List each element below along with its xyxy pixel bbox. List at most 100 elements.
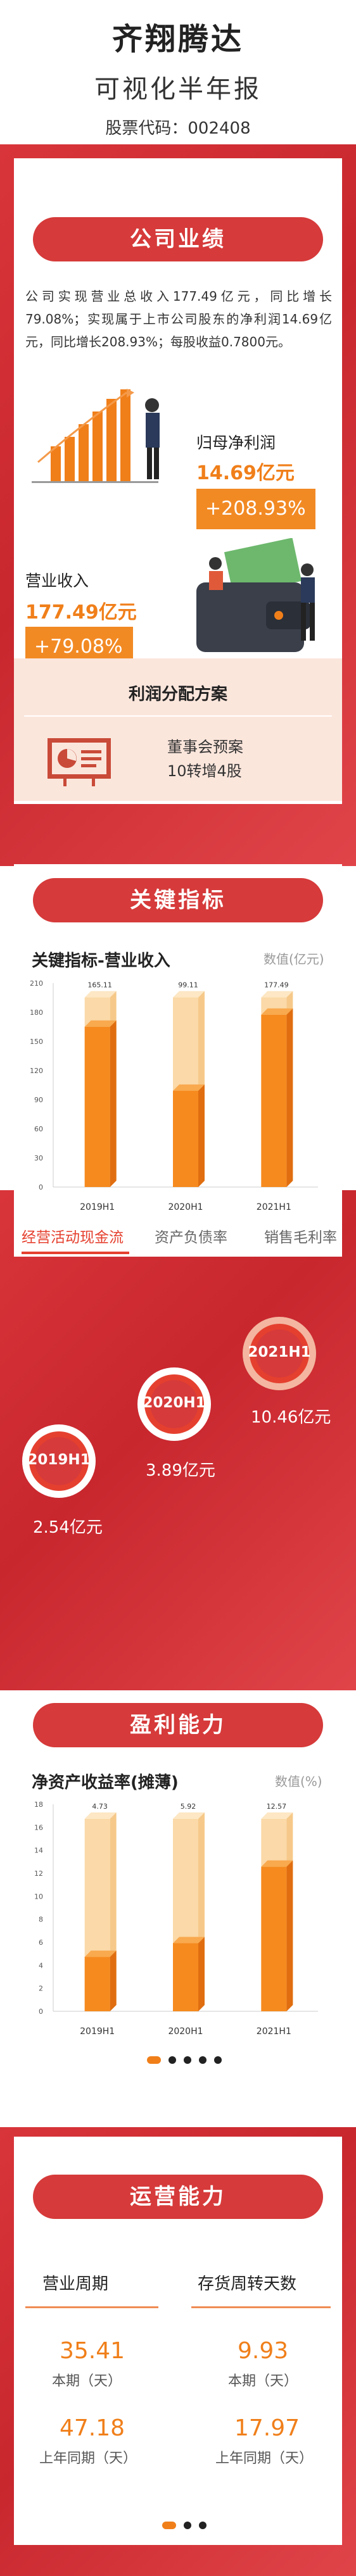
data-label-2021H1: 177.49 [264, 981, 289, 990]
roe-chart-unit: 数值(%) [275, 1774, 322, 1789]
data-label-2020H1: 5.92 [181, 1802, 196, 1811]
tab-gross-margin[interactable]: 销售毛利率 [264, 1229, 337, 1246]
bar-top-2019H1 [84, 1020, 117, 1027]
bar-side-2019H1 [110, 1020, 117, 1187]
inventory-days-heading: 存货周转天数 [198, 2275, 297, 2294]
x-tick-label: 2021H1 [257, 2026, 291, 2037]
carousel-dot-4[interactable] [199, 2056, 207, 2064]
net-profit-label: 归母净利润 [196, 434, 276, 452]
profit-distribution-box: 利润分配方案 董事会预案 10转增4股 [14, 658, 342, 801]
operations-dot-1[interactable] [162, 2522, 176, 2529]
revenue-chart-unit: 数值(亿元) [264, 952, 324, 967]
y-tick-label: 30 [34, 1154, 43, 1162]
carousel-dot-2[interactable] [168, 2056, 176, 2064]
bar-top-2020H1 [173, 1937, 205, 1944]
carousel-dot-3[interactable] [184, 2056, 191, 2064]
tab-cash-flow[interactable]: 经营活动现金流 [22, 1229, 124, 1246]
operating-cycle-current-label: 本期（天） [52, 2373, 122, 2389]
bar-2020H1 [173, 1943, 198, 2011]
x-tick-label: 2020H1 [168, 1202, 203, 1212]
roe-bar-chart: 0 2 4 6 8 10 12 14 16 18 4.73 2019H1 5.92 2020H1 12.57… [34, 1800, 318, 2037]
bar-background-top [261, 991, 293, 998]
bar-background-top [84, 991, 117, 998]
y-tick-label: 10 [34, 1892, 43, 1901]
cashflow-circle-2021: 2021H1 [239, 1314, 319, 1393]
cashflow-value-2020: 3.89亿元 [146, 1461, 215, 1480]
revenue-label: 营业收入 [25, 572, 89, 590]
revenue-bar-chart: 0 30 60 90 120 150 180 210 165.11 2019H1 99.11 2020… [30, 979, 318, 1212]
inventory-days-last-year: 17.97 [234, 2415, 300, 2441]
y-tick-label: 4 [39, 1961, 43, 1970]
carousel-dot-1[interactable] [147, 2056, 161, 2064]
y-tick-label: 12 [34, 1869, 43, 1878]
bar-2019H1 [84, 1957, 110, 2011]
data-label-2019H1: 165.11 [87, 981, 112, 990]
revenue-chart-title: 关键指标-营业收入 [32, 952, 170, 971]
y-tick-label: 0 [39, 1183, 43, 1191]
operations-dot-2[interactable] [184, 2522, 191, 2529]
operating-cycle-last-year: 47.18 [60, 2415, 125, 2441]
y-tick-label: 180 [30, 1008, 43, 1017]
section-title-performance: 公司业绩 [33, 217, 323, 261]
bar-2019H1 [84, 1026, 110, 1187]
y-tick-label: 6 [39, 1938, 43, 1947]
bar-background-top [261, 1812, 293, 1819]
bar-side-2020H1 [198, 1937, 205, 2011]
bar-side-2020H1 [198, 1084, 205, 1187]
section-title-operations: 运营能力 [33, 2175, 323, 2219]
operating-cycle-underline [25, 2306, 158, 2308]
inventory-days-last-year-label: 上年同期（天） [215, 2451, 314, 2466]
cashflow-period-2019: 2019H1 [27, 1452, 91, 1468]
y-tick-label: 18 [34, 1800, 43, 1809]
data-label-2021H1: 12.57 [267, 1802, 287, 1811]
bar-top-2021H1 [261, 1008, 293, 1015]
bar-top-2020H1 [173, 1084, 205, 1091]
cashflow-period-2021: 2021H1 [248, 1344, 311, 1360]
bar-side-2021H1 [286, 1860, 293, 2011]
y-tick-label: 150 [30, 1038, 43, 1046]
cashflow-circle-2020: 2020H1 [134, 1364, 214, 1444]
bar-background-top [173, 991, 205, 998]
operating-cycle-last-year-label: 上年同期（天） [39, 2451, 137, 2466]
indicator-tabs: 经营活动现金流 资产负债率 销售毛利率 [14, 1219, 342, 1257]
y-tick-label: 120 [30, 1067, 43, 1075]
report-subtitle: 可视化半年报 [94, 75, 262, 104]
tab-debt-ratio[interactable]: 资产负债率 [155, 1229, 227, 1246]
y-tick-label: 2 [39, 1985, 43, 1993]
bar-background-top [84, 1812, 117, 1819]
operations-carousel-dots [158, 2520, 210, 2532]
report-header: 齐翔腾达 可视化半年报 股票代码：002408 [0, 0, 356, 152]
roe-chart-title: 净资产收益率(摊薄) [32, 1773, 179, 1792]
bar-2020H1 [173, 1091, 198, 1187]
distribution-divider [24, 715, 332, 717]
bar-side-2019H1 [110, 1951, 117, 2011]
performance-summary: 公司实现营业总收入177.49亿元，同比增长79.08%；实现属于上市公司股东的… [25, 289, 332, 349]
bar-2021H1 [261, 1014, 287, 1187]
section-title-profitability: 盈利能力 [33, 1703, 323, 1747]
stock-code: 股票代码：002408 [105, 119, 251, 138]
x-tick-label: 2019H1 [80, 2026, 115, 2037]
operations-dot-3[interactable] [199, 2522, 207, 2529]
y-tick-label: 0 [39, 2007, 43, 2016]
presentation-board-icon [48, 738, 111, 786]
revenue-value: 177.49亿元 [25, 601, 137, 624]
operations-card: 运营能力 营业周期 存货周转天数 35.41 本期（天） 9.93 本期（天） … [14, 2137, 342, 2545]
cashflow-value-2019: 2.54亿元 [33, 1518, 103, 1537]
cashflow-circle-2019: 2019H1 [19, 1421, 99, 1501]
distribution-plan-value: 10转增4股 [167, 762, 242, 780]
carousel-dot-5[interactable] [214, 2056, 222, 2064]
bar-background-top [173, 1812, 205, 1819]
distribution-plan-label: 董事会预案 [167, 738, 243, 756]
bar-side-2021H1 [286, 1008, 293, 1187]
section-title-key-indicators: 关键指标 [33, 878, 323, 922]
bar-2021H1 [261, 1866, 287, 2011]
distribution-title: 利润分配方案 [128, 685, 227, 704]
x-tick-label: 2019H1 [80, 1202, 115, 1212]
profitability-card: 盈利能力 净资产收益率(摊薄) 数值(%) 0 2 4 6 8 10 12 14 16 18 4.7… [14, 1690, 342, 2127]
y-tick-label: 16 [34, 1823, 43, 1831]
operating-cycle-current: 35.41 [60, 2338, 125, 2364]
carousel-dots [143, 2054, 226, 2066]
company-name: 齐翔腾达 [111, 22, 244, 57]
bar-top-2019H1 [84, 1951, 117, 1957]
y-tick-label: 210 [30, 979, 43, 988]
